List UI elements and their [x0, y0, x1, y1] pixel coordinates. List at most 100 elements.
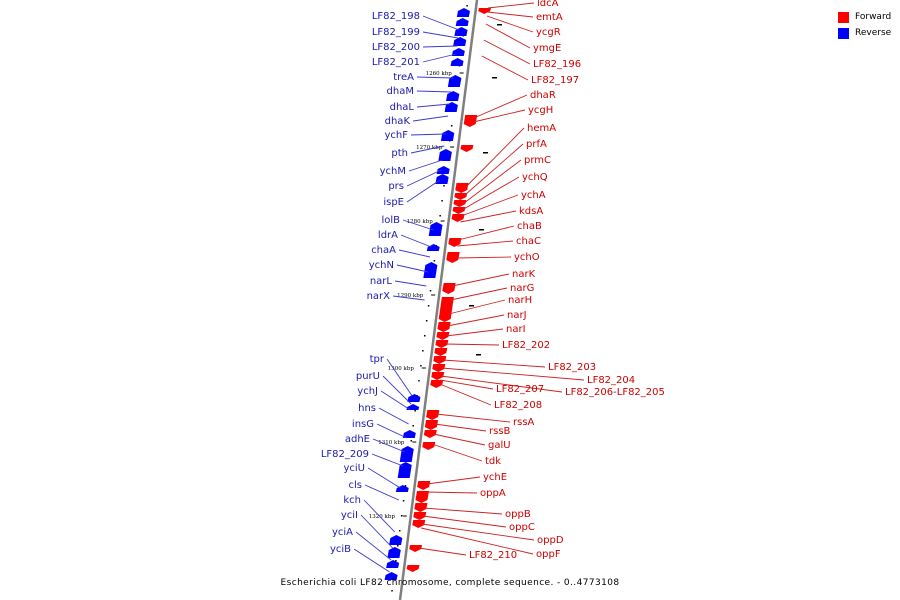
reverse-gene-label: cls — [349, 480, 363, 491]
reverse-gene — [435, 174, 449, 184]
forward-gene — [478, 8, 491, 14]
reverse-leader-line — [422, 45, 458, 48]
reverse-gene-label: yciI — [341, 510, 358, 521]
reverse-leader-line — [422, 31, 459, 39]
reverse-gene-label: LF82_209 — [321, 449, 369, 460]
forward-leader-line — [460, 210, 517, 223]
reverse-leader-line — [406, 179, 441, 203]
forward-gene-label: chaB — [517, 221, 542, 232]
reverse-leader-line — [378, 407, 409, 425]
small-gene — [469, 305, 474, 307]
forward-leader-line — [421, 527, 534, 555]
forward-leader-line — [485, 23, 531, 49]
forward-gene-label: LF82_206-LF82_205 — [565, 387, 665, 398]
forward-leader-line — [461, 194, 519, 217]
reverse-gene — [426, 244, 440, 251]
forward-gene-label: ychQ — [522, 172, 548, 183]
forward-gene — [413, 512, 427, 520]
forward-leader-line — [463, 143, 524, 197]
reverse-gene — [438, 149, 452, 161]
forward-leader-line — [487, 2, 535, 9]
reverse-gene — [407, 394, 421, 402]
forward-leader-line — [487, 11, 534, 18]
axis-dot — [429, 290, 432, 292]
forward-gene-label: LF82_203 — [548, 362, 596, 373]
reverse-leader-line — [416, 76, 454, 79]
reverse-gene — [446, 91, 460, 101]
reverse-gene — [453, 37, 467, 46]
reverse-gene-label: ispE — [383, 197, 404, 208]
reverse-gene-label: pth — [391, 148, 408, 159]
reverse-gene-label: hns — [358, 403, 376, 414]
reverse-gene — [395, 485, 409, 492]
forward-gene-label: oppF — [536, 549, 561, 560]
reverse-leader-line — [353, 548, 390, 573]
reverse-gene — [423, 262, 438, 278]
forward-gene-label: tdk — [485, 456, 501, 467]
forward-gene-label: ymgE — [533, 43, 561, 54]
forward-leader-line — [434, 423, 487, 432]
axis-dot — [425, 320, 428, 322]
forward-gene-label: emtA — [536, 12, 563, 23]
forward-leader-line — [473, 109, 526, 123]
forward-gene — [422, 442, 436, 450]
reverse-gene — [384, 572, 398, 580]
forward-leader-line — [433, 433, 486, 446]
reverse-gene-label: LF82_200 — [372, 42, 420, 53]
reverse-gene-label: ychN — [369, 260, 394, 271]
legend-forward-label: Forward — [855, 12, 892, 22]
forward-gene-label: galU — [488, 440, 511, 451]
axis-dot — [420, 365, 422, 367]
forward-gene-label: prfA — [526, 139, 547, 150]
forward-leader-line — [464, 127, 525, 189]
forward-leader-line — [426, 476, 481, 485]
reverse-gene-label: narX — [367, 291, 391, 302]
forward-gene-label: chaC — [516, 236, 541, 247]
axis-dot — [414, 410, 416, 412]
forward-leader-line — [431, 443, 483, 462]
reverse-gene-label: LF82_199 — [372, 27, 420, 38]
forward-leader-line — [473, 94, 528, 119]
tick-label: 1260 kbp — [426, 71, 453, 77]
reverse-gene-label: prs — [388, 181, 404, 192]
reverse-leader-line — [355, 531, 392, 561]
tick-label: 1300 kbp — [388, 366, 415, 372]
forward-gene — [423, 430, 437, 438]
forward-gene — [455, 183, 469, 193]
axis-dot — [412, 425, 414, 427]
forward-gene-label: LF82_208 — [494, 400, 542, 411]
forward-leader-line — [448, 299, 506, 315]
reverse-leader-line — [402, 219, 434, 231]
reverse-leader-line — [364, 484, 400, 501]
leader-line-group — [353, 2, 585, 573]
forward-gene-label: narJ — [507, 310, 527, 321]
forward-leader-line — [481, 55, 529, 81]
forward-gene-label: oppB — [505, 509, 531, 520]
forward-gene — [430, 380, 444, 388]
forward-gene-label: LF82_196 — [533, 59, 581, 70]
gene-group — [384, 8, 502, 580]
forward-leader-line — [423, 507, 503, 515]
forward-leader-line — [447, 314, 505, 327]
reverse-gene-label: treA — [393, 72, 414, 83]
reverse-leader-line — [382, 375, 412, 405]
forward-leader-line — [461, 176, 520, 211]
forward-leader-line — [445, 328, 504, 337]
forward-gene-label: prmC — [524, 155, 551, 166]
forward-leader-line — [421, 523, 535, 541]
forward-gene — [417, 481, 431, 490]
reverse-leader-line — [406, 169, 442, 187]
reverse-gene — [386, 560, 400, 568]
backbone-line — [398, 0, 479, 600]
reverse-gene-label: ldrA — [378, 230, 398, 241]
axis-dot — [424, 335, 426, 337]
tick-label: 1290 kbp — [397, 293, 424, 299]
reverse-gene — [428, 222, 443, 236]
forward-gene — [406, 565, 420, 572]
forward-gene-label: ycgH — [528, 105, 553, 116]
forward-gene — [431, 372, 445, 380]
axis-dot — [391, 590, 393, 592]
reverse-leader-line — [376, 423, 407, 439]
forward-gene — [415, 491, 429, 503]
forward-leader-line — [442, 359, 546, 368]
